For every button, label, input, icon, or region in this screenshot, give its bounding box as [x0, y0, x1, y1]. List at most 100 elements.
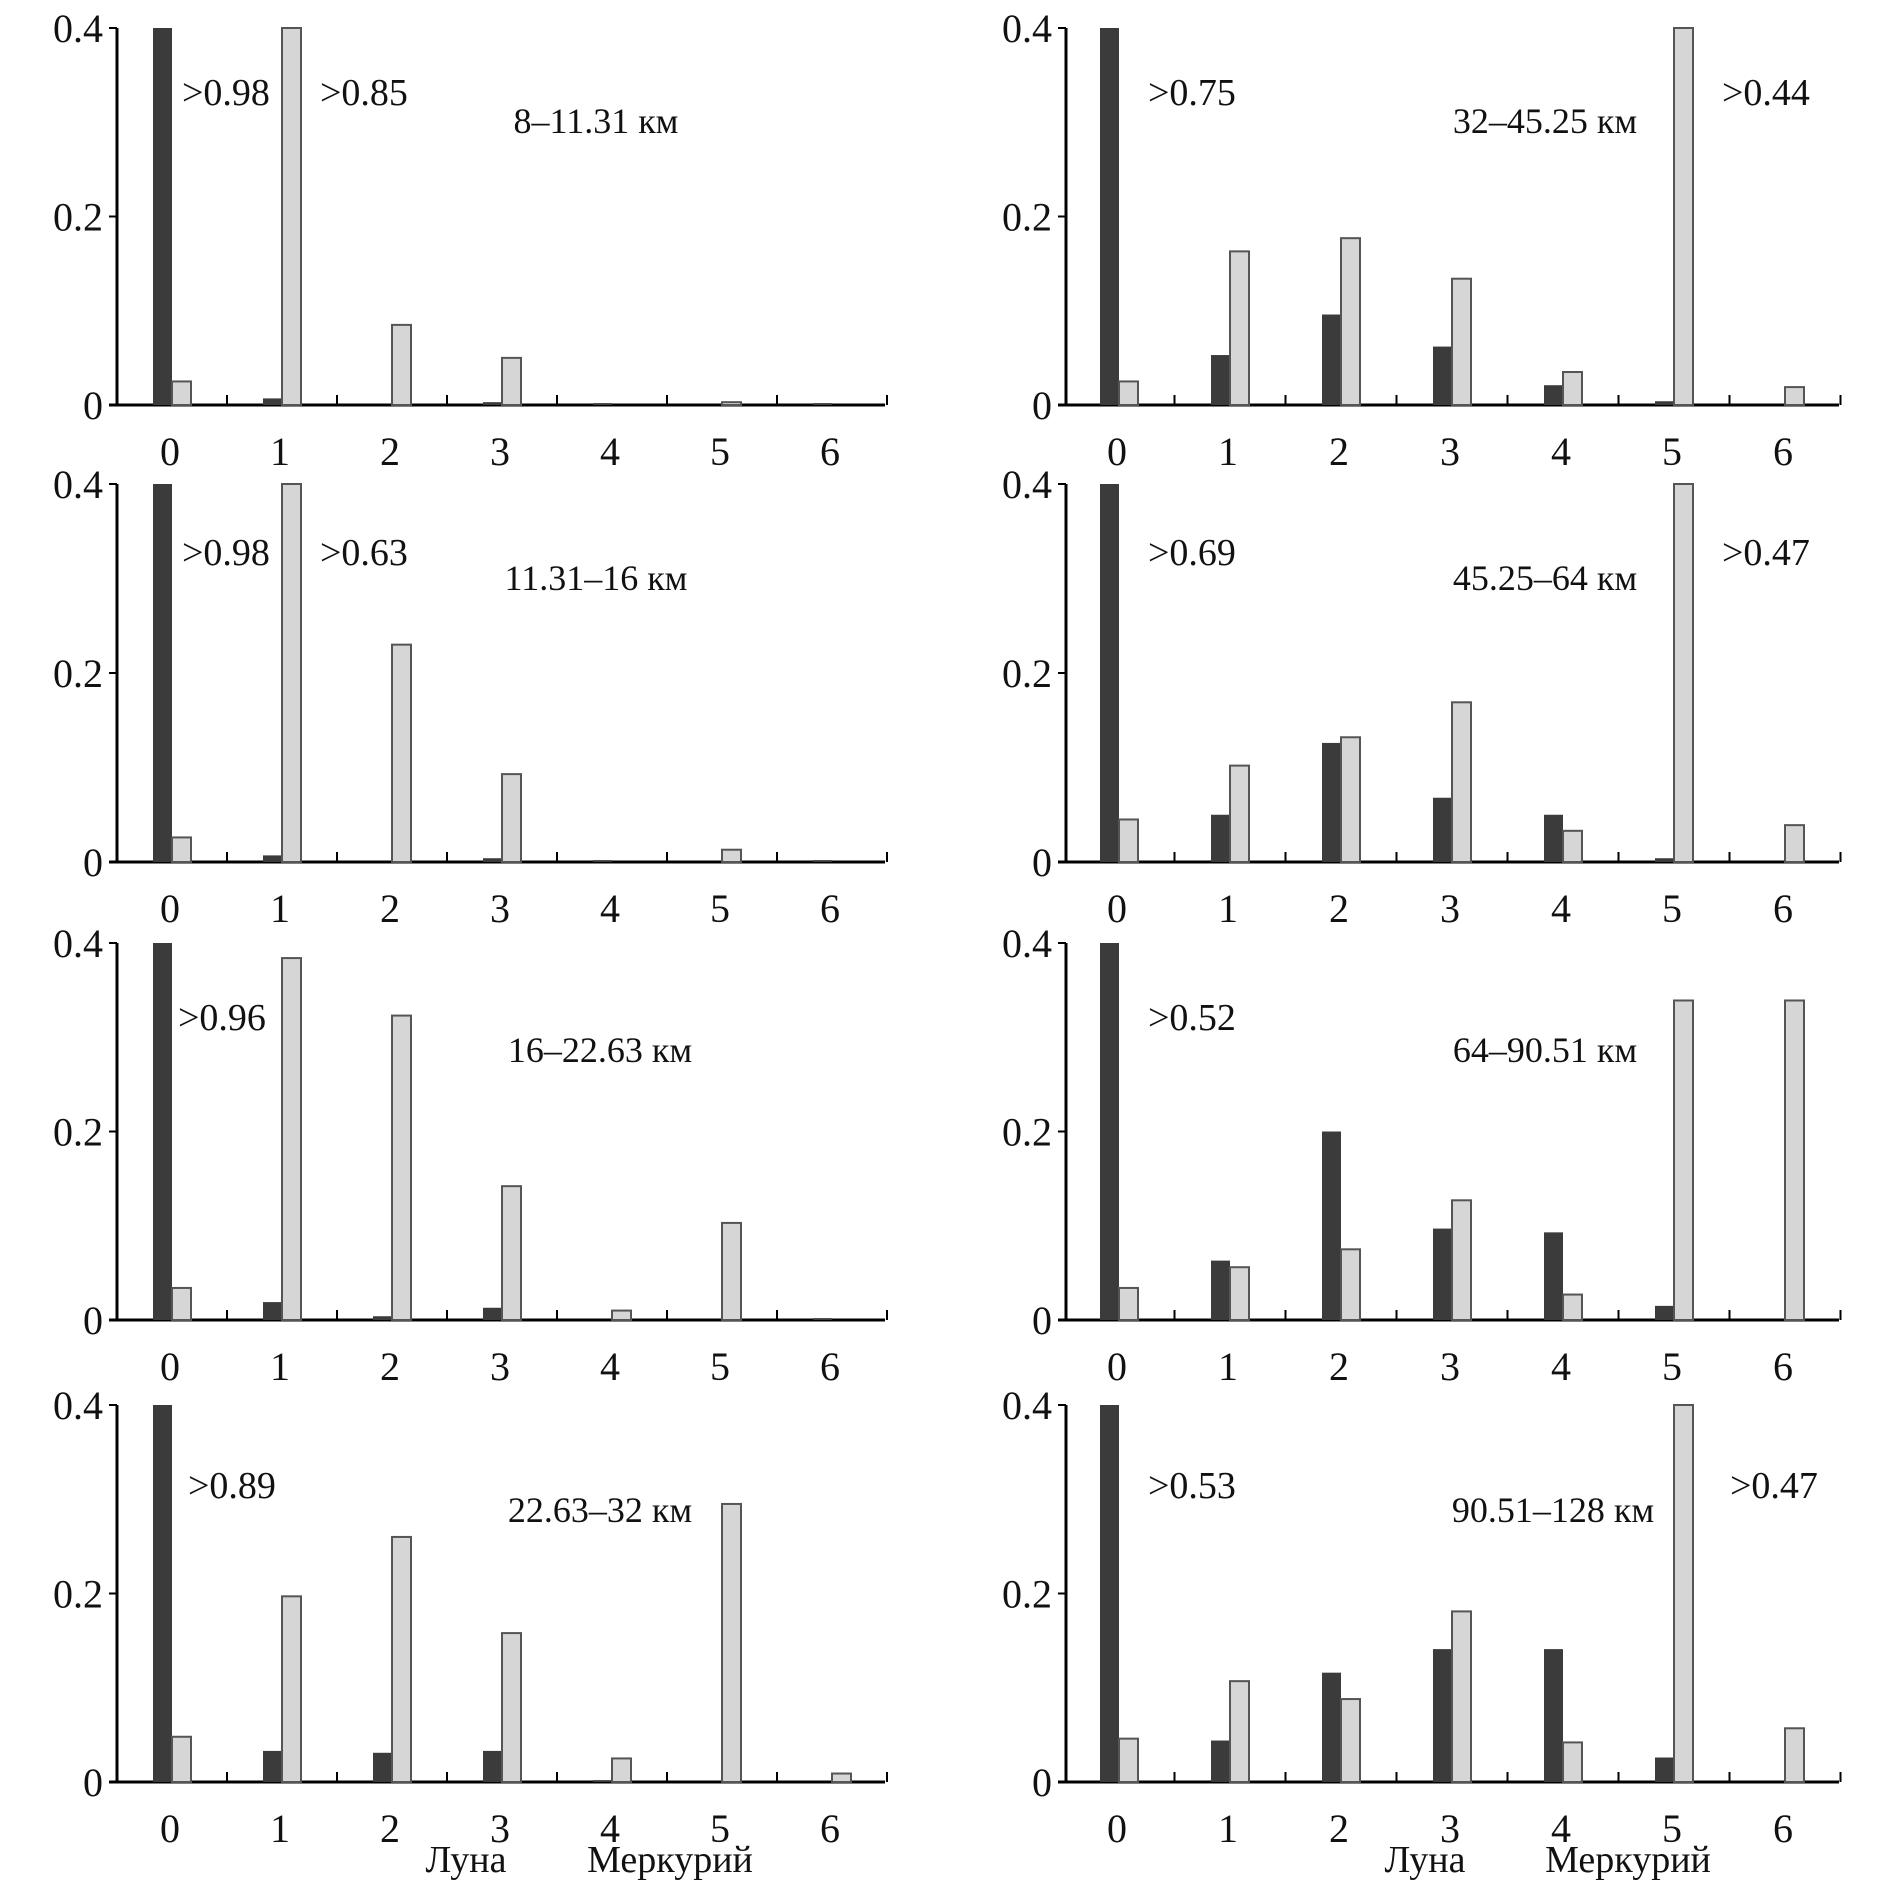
bar-mercury	[1118, 380, 1139, 406]
overflow-annotation: >0.53	[1148, 1465, 1236, 1507]
y-tick-label: 0.4	[1002, 921, 1052, 966]
bar-moon	[1433, 1228, 1452, 1320]
bar-mercury	[721, 1221, 742, 1321]
x-tick-label: 0	[1107, 1806, 1127, 1851]
x-tick-label: 6	[1773, 1344, 1793, 1389]
y-tick-label: 0	[83, 1298, 103, 1343]
x-tick-label: 2	[380, 429, 400, 474]
bar-moon	[153, 943, 172, 1320]
bar-mercury	[281, 1595, 302, 1784]
overflow-annotation: >0.44	[1722, 72, 1810, 114]
bar-mercury	[831, 1772, 852, 1783]
bar-moon	[483, 1307, 502, 1320]
bar-moon	[1322, 1672, 1341, 1782]
x-tick-label: 4	[600, 1806, 620, 1851]
panel-range-label: 90.51–128 км	[1452, 1490, 1654, 1530]
bar-moon	[1544, 1649, 1563, 1782]
bar-moon	[813, 860, 832, 862]
x-tick-label: 3	[490, 886, 510, 931]
bar-moon	[1655, 858, 1674, 862]
bar-moon	[1433, 346, 1452, 405]
chart-panel: 0 0.2 0.4 0 1 2 3 4 5 6 16–22.63 км >0.96	[53, 921, 888, 1389]
x-tick-label: 5	[710, 886, 730, 931]
y-tick-label: 0.4	[1002, 462, 1052, 507]
x-tick-label: 2	[1329, 1806, 1349, 1851]
bar-moon	[813, 403, 832, 405]
bar-mercury	[1673, 999, 1694, 1321]
panel-range-label: 32–45.25 км	[1453, 101, 1637, 141]
bar-mercury	[1229, 1680, 1250, 1783]
y-tick-label: 0	[83, 1760, 103, 1805]
bar-mercury	[1562, 1293, 1583, 1321]
bar-mercury	[1118, 1737, 1139, 1784]
x-tick-label: 0	[160, 429, 180, 474]
y-tick-label: 0	[83, 383, 103, 428]
panel-range-label: 8–11.31 км	[514, 101, 679, 141]
x-tick-label: 1	[1218, 429, 1238, 474]
x-tick-label: 6	[820, 886, 840, 931]
overflow-annotation: >0.69	[1148, 532, 1236, 574]
panel-range-label: 11.31–16 км	[505, 558, 688, 598]
x-tick-label: 2	[1329, 429, 1349, 474]
y-tick-label: 0.4	[53, 1383, 103, 1428]
bar-mercury	[1340, 1698, 1361, 1784]
panel-range-label: 16–22.63 км	[508, 1030, 692, 1070]
bar-moon	[373, 1752, 392, 1782]
bar-mercury	[1562, 1741, 1583, 1784]
y-tick-label: 0.4	[53, 462, 103, 507]
bar-moon	[1322, 742, 1341, 862]
x-tick-label: 0	[160, 1806, 180, 1851]
bar-mercury	[1562, 829, 1583, 864]
bar-moon	[1100, 28, 1119, 405]
bar-moon	[153, 1405, 172, 1782]
y-tick-label: 0	[1032, 1298, 1052, 1343]
bar-moon	[1211, 355, 1230, 405]
bar-moon	[1544, 385, 1563, 405]
x-tick-label: 3	[490, 1344, 510, 1389]
bar-moon	[1544, 1232, 1563, 1320]
panel-range-label: 22.63–32 км	[508, 1490, 692, 1530]
x-tick-label: 4	[600, 1344, 620, 1389]
x-tick-label: 1	[1218, 886, 1238, 931]
bar-mercury	[1562, 371, 1583, 407]
x-tick-label: 6	[820, 429, 840, 474]
y-tick-label: 0.4	[1002, 1383, 1052, 1428]
y-tick-label: 0	[1032, 383, 1052, 428]
chart-panel: 0 0.2 0.4 0 1 2 3 4 5 6 8–11.31 км >0.98 >0.85	[53, 6, 888, 474]
chart-panel: 0 0.2 0.4 0 1 2 3 4 5 6 22.63–32 км >0.89	[53, 1383, 888, 1851]
bar-moon	[1211, 1740, 1230, 1782]
bar-mercury	[1673, 1404, 1694, 1783]
x-tick-label: 3	[1440, 429, 1460, 474]
bar-mercury	[611, 1309, 632, 1321]
x-tick-label: 6	[1773, 886, 1793, 931]
y-tick-label: 0	[1032, 1760, 1052, 1805]
bar-moon	[373, 1316, 392, 1320]
bar-moon	[1433, 797, 1452, 862]
y-tick-label: 0.4	[1002, 6, 1052, 51]
x-tick-label: 4	[1551, 886, 1571, 931]
x-tick-label: 0	[160, 886, 180, 931]
legend-label-mercury: Меркурий	[587, 1839, 753, 1881]
bar-moon	[593, 860, 612, 862]
overflow-annotation: >0.98	[182, 72, 270, 114]
y-tick-label: 0.2	[1002, 195, 1052, 240]
chart-panel: 0 0.2 0.4 0 1 2 3 4 5 6 64–90.51 км >0.52	[1002, 921, 1842, 1389]
bar-mercury	[721, 848, 742, 864]
bar-moon	[263, 398, 282, 405]
x-tick-label: 3	[490, 429, 510, 474]
x-tick-label: 3	[1440, 1806, 1460, 1851]
x-tick-label: 0	[1107, 1344, 1127, 1389]
bar-moon	[263, 1302, 282, 1320]
y-tick-label: 0	[1032, 840, 1052, 885]
x-tick-label: 5	[710, 1344, 730, 1389]
bar-mercury	[1340, 1248, 1361, 1321]
bar-moon	[1655, 1305, 1674, 1320]
overflow-annotation: >0.47	[1722, 532, 1810, 574]
bar-mercury	[501, 356, 522, 406]
overflow-annotation: >0.47	[1730, 1465, 1818, 1507]
bar-mercury	[391, 1535, 412, 1783]
bar-moon	[813, 1318, 832, 1320]
bar-mercury	[281, 957, 302, 1322]
bar-moon	[153, 28, 172, 405]
